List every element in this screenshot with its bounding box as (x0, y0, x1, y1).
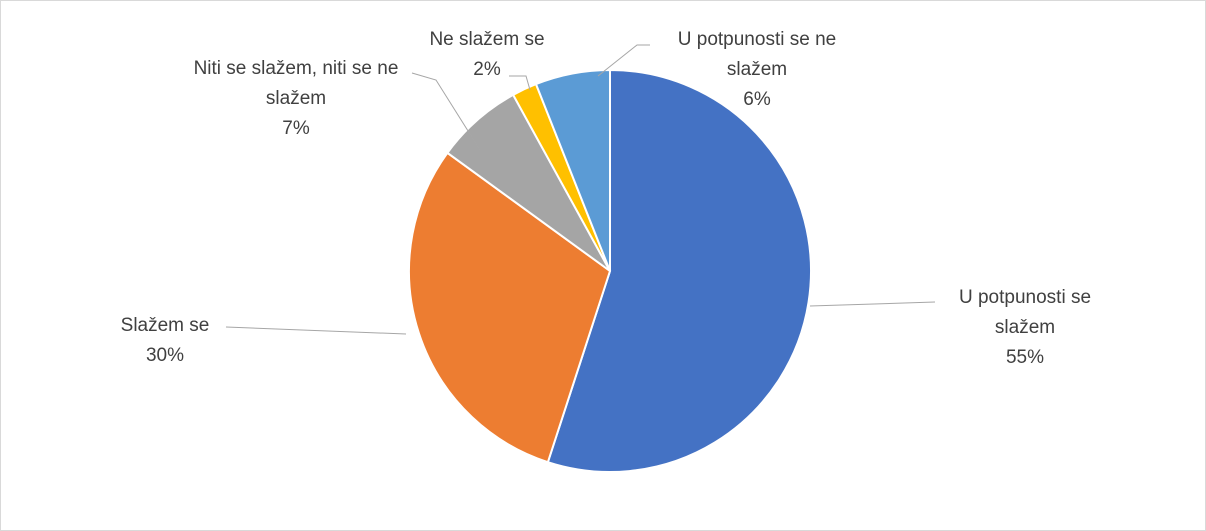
label-category: Slažem se (120, 315, 210, 336)
pie (408, 68, 812, 473)
data-label: Niti se slažem, niti se ne slažem 7% (181, 54, 411, 144)
data-label: Ne slažem se 2% (407, 25, 567, 85)
data-label: U potpunosti se slažem 55% (940, 283, 1110, 373)
pie-slice (408, 151, 612, 464)
data-label: Slažem se 30% (95, 311, 235, 371)
label-category: U potpunosti se slažem (958, 287, 1092, 338)
label-value: 6% (743, 89, 771, 110)
label-value: 7% (282, 118, 310, 139)
label-category: Niti se slažem, niti se ne slažem (193, 58, 399, 109)
data-label: U potpunosti se ne slažem 6% (647, 25, 867, 115)
leader-lines (225, 44, 936, 335)
pie-slice (546, 68, 812, 473)
leader-line (225, 326, 407, 335)
leader-line (597, 44, 650, 77)
label-category: Ne slažem se (429, 29, 545, 50)
label-category: U potpunosti se ne slažem (677, 29, 837, 80)
label-value: 55% (1005, 347, 1045, 368)
leader-line (809, 301, 936, 307)
label-value: 2% (473, 59, 501, 80)
label-value: 30% (145, 345, 185, 366)
leader-line (509, 75, 531, 91)
pie-slice (534, 68, 611, 272)
leader-line (411, 72, 481, 151)
